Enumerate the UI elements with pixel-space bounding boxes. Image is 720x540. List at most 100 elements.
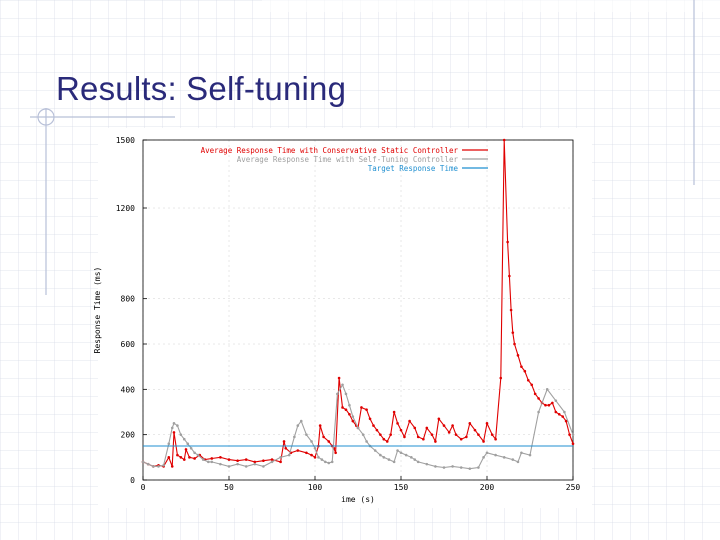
series-1-point bbox=[317, 456, 320, 459]
series-0-point bbox=[396, 422, 399, 425]
series-0-point bbox=[554, 410, 558, 414]
series-1-point bbox=[348, 403, 351, 407]
series-0-point bbox=[568, 433, 571, 436]
series-1-point bbox=[313, 446, 317, 450]
series-1-point bbox=[244, 465, 248, 468]
series-1-point bbox=[305, 433, 308, 436]
y-tick-label: 800 bbox=[121, 295, 136, 304]
series-0-point bbox=[341, 406, 344, 409]
series-1-point bbox=[152, 465, 155, 468]
x-axis-label: ime (s) bbox=[341, 495, 375, 504]
series-1-point bbox=[189, 446, 193, 450]
series-0-point bbox=[382, 437, 386, 441]
series-0-point bbox=[244, 458, 248, 461]
series-0-point bbox=[372, 424, 375, 427]
series-0-point bbox=[523, 369, 527, 373]
plot-area-frame bbox=[142, 139, 574, 481]
series-0-point bbox=[533, 392, 537, 396]
x-tick-label: 200 bbox=[480, 483, 495, 492]
legend-label: Average Response Time with Conservative … bbox=[201, 146, 459, 155]
y-axis-label: Response Time (ms) bbox=[93, 267, 102, 354]
series-1-point bbox=[442, 466, 446, 469]
x-tick-label: 0 bbox=[141, 483, 146, 492]
x-tick-label: 150 bbox=[394, 483, 409, 492]
series-0-point bbox=[351, 419, 355, 423]
series-0-point bbox=[485, 422, 489, 425]
series-0-point bbox=[179, 456, 183, 459]
series-1-point bbox=[434, 465, 437, 468]
series-0-point bbox=[468, 422, 472, 425]
series-0-point bbox=[399, 428, 403, 432]
series-1-point bbox=[485, 451, 489, 455]
series-1-point bbox=[253, 462, 257, 466]
series-0-point bbox=[477, 433, 480, 436]
series-0-point bbox=[454, 433, 458, 436]
title-bullet-circle bbox=[37, 108, 55, 126]
slide-top-band bbox=[262, 0, 720, 12]
series-1-point bbox=[327, 461, 331, 465]
series-1-point bbox=[207, 460, 210, 464]
series-0-point bbox=[442, 424, 446, 427]
series-0-point bbox=[193, 457, 196, 460]
x-tick-label: 50 bbox=[224, 483, 234, 492]
series-1-point bbox=[571, 433, 575, 436]
series-0-point bbox=[344, 408, 348, 412]
series-1-point bbox=[361, 433, 365, 436]
series-0-point bbox=[482, 440, 485, 443]
series-1-point bbox=[310, 440, 313, 443]
series-0-point bbox=[310, 453, 313, 457]
series-1-point bbox=[287, 453, 291, 457]
series-1-point bbox=[293, 435, 296, 439]
series-1-point bbox=[392, 460, 396, 464]
series-0-point bbox=[337, 376, 341, 380]
series-1-point bbox=[186, 442, 190, 446]
series-1-point bbox=[262, 465, 265, 468]
series-0-point bbox=[561, 415, 564, 418]
series-0-point bbox=[537, 397, 540, 400]
x-tick-label: 250 bbox=[566, 483, 581, 492]
series-1-point bbox=[330, 460, 334, 464]
series-1-point bbox=[344, 392, 348, 396]
series-1-point bbox=[410, 456, 413, 459]
series-0-point bbox=[403, 435, 406, 439]
series-0-point bbox=[236, 459, 239, 463]
series-0-point bbox=[465, 435, 468, 439]
series-1-point bbox=[537, 410, 540, 414]
series-0-point bbox=[437, 417, 441, 421]
series-0-point bbox=[434, 440, 437, 443]
series-0-point bbox=[551, 401, 554, 405]
series-0-point bbox=[499, 376, 503, 380]
series-0-point bbox=[451, 424, 454, 427]
series-1-point bbox=[341, 383, 344, 387]
series-1-point bbox=[170, 426, 174, 430]
series-0-point bbox=[313, 456, 317, 459]
series-0-point bbox=[365, 408, 368, 412]
series-0-point bbox=[425, 426, 429, 430]
series-0-point bbox=[530, 383, 534, 387]
series-1-point bbox=[210, 460, 214, 464]
y-tick-label: 1200 bbox=[116, 204, 135, 213]
series-1-point bbox=[425, 462, 429, 466]
y-axis-ticks: 0 200 400 600 800 1200 1500 bbox=[116, 136, 147, 485]
series-1-point bbox=[141, 460, 145, 464]
series-1-point bbox=[451, 465, 454, 468]
series-0-point bbox=[262, 459, 265, 463]
series-1-point bbox=[413, 458, 417, 461]
series-1-point bbox=[351, 415, 355, 418]
series-1-point bbox=[279, 456, 282, 459]
series-0-point bbox=[508, 274, 511, 278]
series-0-point bbox=[557, 412, 561, 416]
series-0-point bbox=[282, 440, 286, 443]
series-1-point bbox=[482, 456, 485, 459]
series-1-point bbox=[554, 399, 558, 402]
series-0-point bbox=[253, 460, 257, 464]
y-tick-label: 200 bbox=[121, 431, 136, 440]
series-0-point bbox=[375, 428, 379, 432]
series-0-point bbox=[459, 437, 463, 441]
series-0-point bbox=[360, 406, 363, 409]
series-1-point bbox=[201, 458, 205, 461]
series-1-point bbox=[196, 453, 200, 457]
series-0-point bbox=[506, 240, 509, 244]
series-1-point bbox=[296, 424, 300, 427]
